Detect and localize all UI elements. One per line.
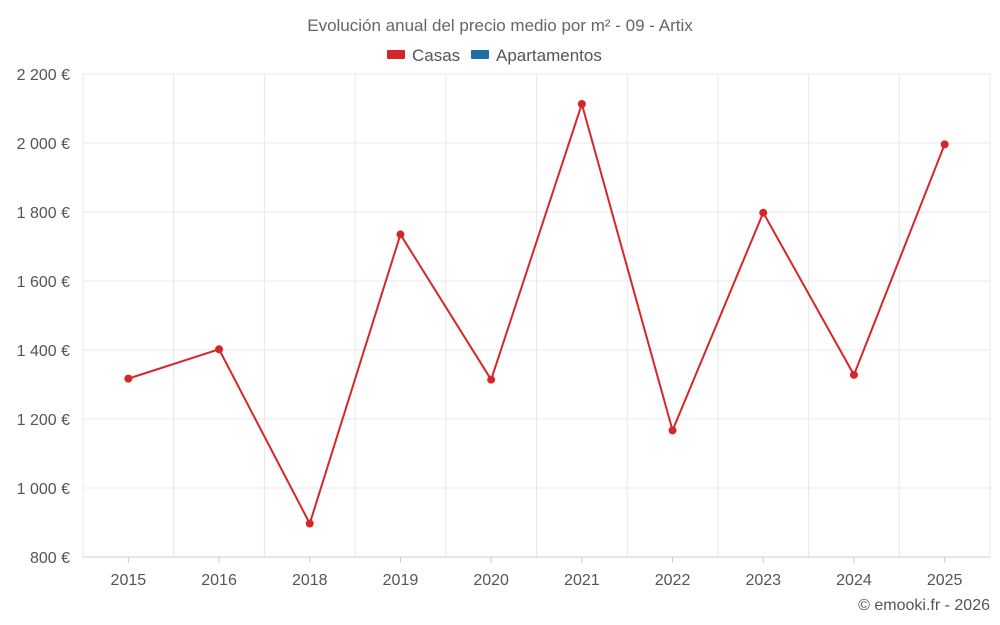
credit-text: © emooki.fr - 2026 <box>858 597 990 614</box>
grid <box>82 73 991 557</box>
data-point[interactable] <box>396 230 405 239</box>
legend: Casas Apartamentos <box>387 46 602 65</box>
x-axis: 2015 2016 2018 2019 2020 2021 2022 2023 2024 2025 <box>83 556 990 589</box>
x-tick-label: 2025 <box>927 572 963 589</box>
y-axis: 800 € 1 000 € 1 200 € 1 400 € 1 600 € 1 800 €… <box>17 67 70 567</box>
y-tick-label: 1 600 € <box>17 274 70 291</box>
y-tick-label: 1 800 € <box>17 205 70 222</box>
legend-item-apartamentos[interactable]: Apartamentos <box>471 46 602 65</box>
legend-swatch-casas <box>387 50 405 59</box>
data-point[interactable] <box>759 208 768 217</box>
y-tick-label: 2 000 € <box>17 136 70 153</box>
y-tick-label: 1 400 € <box>17 343 70 360</box>
x-tick-label: 2018 <box>292 572 328 589</box>
data-point[interactable] <box>668 426 677 435</box>
x-tick-label: 2016 <box>201 572 237 589</box>
y-tick-label: 1 000 € <box>17 481 70 498</box>
x-tick-label: 2019 <box>383 572 419 589</box>
data-point[interactable] <box>124 374 133 383</box>
legend-label-apartamentos: Apartamentos <box>496 46 602 65</box>
x-tick-label: 2024 <box>836 572 872 589</box>
legend-swatch-apartamentos <box>471 50 489 59</box>
data-point[interactable] <box>487 375 496 384</box>
series-line-casas <box>128 103 946 525</box>
data-point[interactable] <box>215 345 224 354</box>
x-tick-label: 2023 <box>745 572 781 589</box>
x-tick-label: 2021 <box>564 572 600 589</box>
y-tick-label: 1 200 € <box>17 412 70 429</box>
legend-label-casas: Casas <box>412 46 460 65</box>
chart-title: Evolución anual del precio medio por m² … <box>307 16 693 35</box>
series-casas <box>124 100 949 528</box>
data-point[interactable] <box>849 370 858 379</box>
y-tick-label: 800 € <box>30 550 70 567</box>
x-tick-label: 2020 <box>473 572 509 589</box>
data-point[interactable] <box>305 519 314 528</box>
x-tick-label: 2022 <box>655 572 691 589</box>
x-tick-label: 2015 <box>111 572 147 589</box>
data-point[interactable] <box>940 140 949 149</box>
legend-item-casas[interactable]: Casas <box>387 46 460 65</box>
y-tick-label: 2 200 € <box>17 67 70 84</box>
data-point[interactable] <box>577 100 586 109</box>
